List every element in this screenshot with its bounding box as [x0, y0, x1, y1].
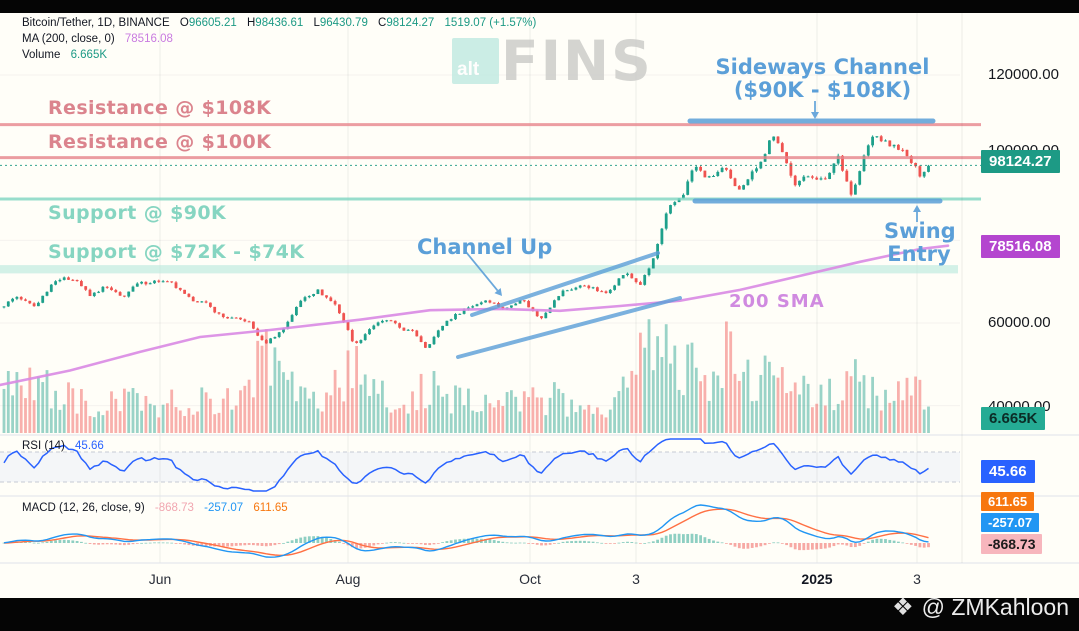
- macd-signal-badge: 611.65: [981, 492, 1035, 511]
- author-watermark: ❖ @ ZMKahloon: [892, 593, 1069, 622]
- time-tick-oct: Oct: [519, 571, 541, 587]
- macd-label: MACD (12, 26, close, 9): [22, 502, 145, 514]
- annotation-resistance-108k[interactable]: Resistance @ $108K: [48, 97, 272, 119]
- sideways-channel-line2: ($90K - $108K): [733, 78, 912, 102]
- volume-legend[interactable]: Volume 6.665K: [22, 49, 107, 61]
- altfins-logo-fins-text: FINS: [501, 29, 653, 93]
- annotation-swing-entry[interactable]: Swing Entry: [884, 219, 956, 266]
- macd-line-badge: -257.07: [981, 513, 1040, 532]
- time-tick-2025: 2025: [801, 571, 833, 587]
- watermark-text: @ ZMKahloon: [921, 594, 1069, 620]
- rsi-label: RSI (14): [22, 440, 65, 452]
- altfins-logo-square: alt: [452, 38, 499, 84]
- volume-label: Volume: [22, 49, 61, 61]
- annotation-support-72k-74k[interactable]: Support @ $72K - $74K: [48, 241, 305, 263]
- altfins-logo-alt-text: alt: [457, 59, 480, 80]
- time-tick-feb3: 3: [913, 571, 921, 587]
- ma-value: 78516.08: [124, 33, 173, 45]
- annotation-support-90k[interactable]: Support @ $90K: [48, 202, 227, 224]
- price-tick-120000: 120000.00: [988, 66, 1059, 83]
- macd-line-value: -257.07: [204, 502, 244, 514]
- sideways-channel-line1: Sideways Channel: [715, 55, 930, 79]
- volume-value: 6.665K: [70, 49, 108, 61]
- symbol-name: Bitcoin/Tether, 1D, BINANCE: [22, 17, 170, 29]
- price-change: 1519.07 (+1.57%): [444, 17, 537, 29]
- volume-badge: 6.665K: [981, 407, 1046, 430]
- price-tick-60000: 60000.00: [988, 314, 1051, 331]
- last-price-badge: 98124.27: [981, 150, 1060, 173]
- macd-signal-value: 611.65: [253, 502, 288, 514]
- macd-hist-value: -868.73: [154, 502, 194, 514]
- annotation-channel-up[interactable]: Channel Up: [417, 235, 553, 259]
- ohlc-high: H98436.61: [246, 17, 304, 29]
- time-tick-aug: Aug: [335, 571, 361, 587]
- symbol-legend[interactable]: Bitcoin/Tether, 1D, BINANCE O96605.21 H9…: [22, 17, 536, 29]
- ma-legend[interactable]: MA (200, close, 0) 78516.08: [22, 33, 173, 45]
- ohlc-open: O96605.21: [179, 17, 237, 29]
- top-bar: [0, 0, 1079, 13]
- bottom-bar: [0, 598, 1079, 631]
- annotation-resistance-100k[interactable]: Resistance @ $100K: [48, 131, 272, 153]
- diamond-icon: ❖: [892, 594, 914, 621]
- ohlc-close: C98124.27: [378, 17, 435, 29]
- rsi-badge: 45.66: [981, 460, 1035, 483]
- swing-entry-line1: Swing: [884, 219, 956, 243]
- ma-label: MA (200, close, 0): [22, 33, 115, 45]
- ma200-badge: 78516.08: [981, 235, 1060, 258]
- ohlc-low: L96430.79: [313, 17, 368, 29]
- rsi-legend[interactable]: RSI (14) 45.66: [22, 440, 104, 452]
- swing-entry-line2: Entry: [887, 242, 951, 266]
- time-tick-nov3: 3: [632, 571, 640, 587]
- macd-legend[interactable]: MACD (12, 26, close, 9) -868.73 -257.07 …: [22, 502, 288, 514]
- annotation-200-sma[interactable]: 200 SMA: [729, 291, 825, 312]
- time-tick-jun: Jun: [148, 571, 172, 587]
- annotation-sideways-channel[interactable]: Sideways Channel ($90K - $108K): [700, 56, 945, 102]
- macd-hist-badge: -868.73: [981, 534, 1043, 554]
- altfins-logo: alt FINS: [452, 29, 653, 93]
- rsi-value: 45.66: [75, 440, 104, 452]
